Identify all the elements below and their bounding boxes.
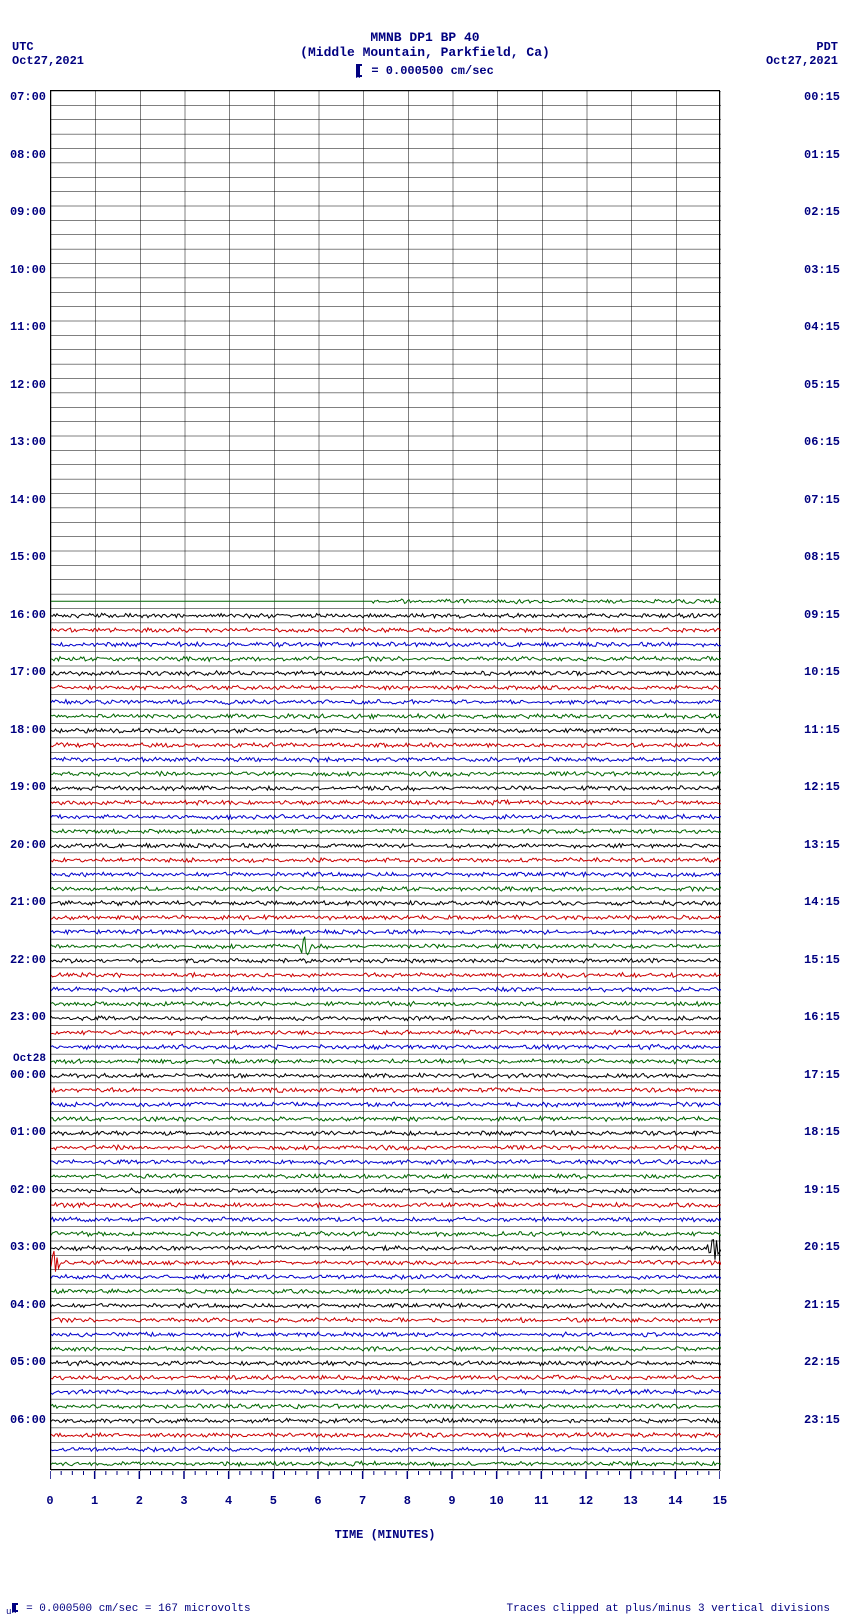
time-label: 23:00 [10,1010,46,1024]
time-label: 22:00 [10,953,46,967]
time-label: 03:15 [804,263,840,277]
time-label: 06:00 [10,1413,46,1427]
footer-left-text: = 0.000500 cm/sec = 167 microvolts [26,1603,250,1615]
time-label: 09:15 [804,608,840,622]
time-label: 13:00 [10,435,46,449]
time-label: 12:00 [10,378,46,392]
left-time-labels: 07:00 08:00 09:00 10:00 11:00 12:00 13:00 14:00… [0,90,48,1470]
x-tick-label: 8 [404,1494,411,1508]
time-label: 13:15 [804,838,840,852]
x-tick-label: 13 [623,1494,637,1508]
time-label: 08:00 [10,148,46,162]
time-label: 02:00 [10,1183,46,1197]
x-tick-label: 11 [534,1494,548,1508]
time-label: 20:00 [10,838,46,852]
time-label: 01:00 [10,1125,46,1139]
time-label: 00:15 [804,90,840,104]
x-tick-label: 5 [270,1494,277,1508]
x-tick-label: 10 [489,1494,503,1508]
time-label: 02:15 [804,205,840,219]
seismogram-container: UTC Oct27,2021 PDT Oct27,2021 MMNB DP1 B… [0,0,850,1613]
time-label: 16:15 [804,1010,840,1024]
title-line2: (Middle Mountain, Parkfield, Ca) [0,45,850,60]
x-tick-label: 1 [91,1494,98,1508]
x-tick-label: 6 [314,1494,321,1508]
plot-header: MMNB DP1 BP 40 (Middle Mountain, Parkfie… [0,0,850,78]
time-label: 18:15 [804,1125,840,1139]
x-tick-label: 3 [180,1494,187,1508]
time-label: 07:15 [804,493,840,507]
tz-left-block: UTC Oct27,2021 [12,40,84,68]
x-axis-tick-labels: 0123456789101112131415 [50,1494,720,1508]
scale-bar-icon [12,1603,16,1613]
time-label: 09:00 [10,205,46,219]
x-tick-label: 14 [668,1494,682,1508]
time-label: 17:00 [10,665,46,679]
tz-left-label: UTC [12,40,84,54]
time-label: 12:15 [804,780,840,794]
time-label: 10:00 [10,263,46,277]
title-line1: MMNB DP1 BP 40 [0,30,850,45]
time-label: 01:15 [804,148,840,162]
scale-text: = 0.000500 cm/sec [371,64,493,78]
x-tick-label: 9 [448,1494,455,1508]
x-tick-label: 0 [46,1494,53,1508]
time-label: 14:15 [804,895,840,909]
time-label: 04:00 [10,1298,46,1312]
footer-left: u = 0.000500 cm/sec = 167 microvolts [6,1603,251,1617]
time-label: 15:15 [804,953,840,967]
time-label: 06:15 [804,435,840,449]
time-label: 23:15 [804,1413,840,1427]
time-label: 08:15 [804,550,840,564]
time-label: 07:00 [10,90,46,104]
x-tick-label: 4 [225,1494,232,1508]
time-label: 10:15 [804,665,840,679]
plot-svg [51,91,721,1471]
scale-bar-icon [356,64,360,78]
time-label: 03:00 [10,1240,46,1254]
time-label: 05:00 [10,1355,46,1369]
time-label: 19:15 [804,1183,840,1197]
time-label: 18:00 [10,723,46,737]
time-label: 21:00 [10,895,46,909]
seismogram-plot [50,90,720,1470]
time-label: 14:00 [10,493,46,507]
tz-right-date: Oct27,2021 [766,54,838,68]
x-tick-label: 2 [136,1494,143,1508]
x-axis-ticks-svg [50,1471,720,1483]
time-label: 16:00 [10,608,46,622]
time-label: 17:15 [804,1068,840,1082]
tz-right-block: PDT Oct27,2021 [766,40,838,68]
time-label: 21:15 [804,1298,840,1312]
right-time-labels: 00:15 01:15 02:15 03:15 04:15 05:15 06:15 07:15… [802,90,850,1470]
footer-right-text: Traces clipped at plus/minus 3 vertical … [507,1603,830,1615]
time-label: 11:00 [10,320,46,334]
time-label: 04:15 [804,320,840,334]
x-axis: 0123456789101112131415 TIME (MINUTES) [50,1470,720,1530]
tz-right-label: PDT [766,40,838,54]
time-label: 20:15 [804,1240,840,1254]
x-tick-label: 15 [713,1494,727,1508]
time-label: 22:15 [804,1355,840,1369]
time-label: 15:00 [10,550,46,564]
scale-indicator: = 0.000500 cm/sec [0,64,850,78]
tz-left-date: Oct27,2021 [12,54,84,68]
time-label: 19:00 [10,780,46,794]
time-label: 05:15 [804,378,840,392]
time-label: 00:00 [10,1068,46,1082]
x-tick-label: 7 [359,1494,366,1508]
x-tick-label: 12 [579,1494,593,1508]
date-marker: Oct28 [13,1053,46,1065]
x-axis-title: TIME (MINUTES) [50,1528,720,1542]
time-label: 11:15 [804,723,840,737]
